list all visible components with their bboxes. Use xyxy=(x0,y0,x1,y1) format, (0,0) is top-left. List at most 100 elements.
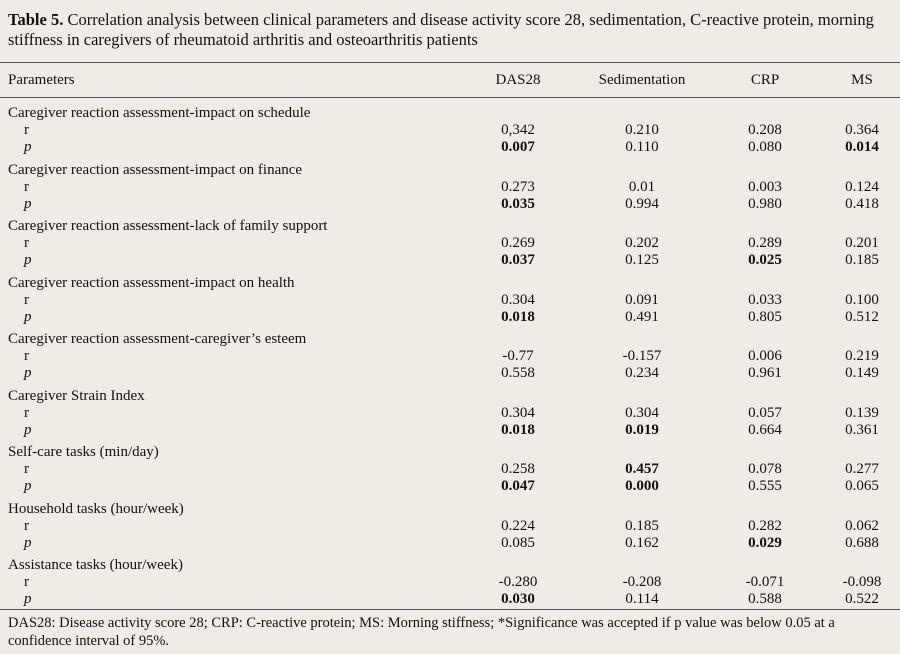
cell-value: 0.219 xyxy=(845,348,879,364)
caption-text: Correlation analysis between clinical pa… xyxy=(8,10,874,49)
cell-value: -0.208 xyxy=(622,574,662,590)
cell-value: 0.078 xyxy=(748,461,782,477)
cell-value: 0.007 xyxy=(501,139,535,155)
cell-value: 0.289 xyxy=(748,235,782,251)
cell-value: 0.085 xyxy=(501,534,535,551)
cell-value: 0.418 xyxy=(845,195,879,212)
cell-value: 0.025 xyxy=(748,252,782,268)
cell-value: -0.77 xyxy=(502,348,534,364)
cell-value: 0.361 xyxy=(845,421,879,438)
row-label: r xyxy=(24,122,29,138)
cell-value: 0.018 xyxy=(501,421,535,438)
cell-value: 0.994 xyxy=(625,195,659,212)
cell-value: 0.304 xyxy=(501,291,535,308)
row-label: r xyxy=(24,178,29,195)
row-label: p xyxy=(24,534,32,551)
bottom-rule xyxy=(0,609,900,610)
cell-value: 0.100 xyxy=(845,291,879,308)
cell-value: 0.364 xyxy=(845,122,879,138)
cell-value: 0.491 xyxy=(625,308,659,325)
cell-value: 0.512 xyxy=(845,308,879,325)
cell-value: 0.125 xyxy=(625,252,659,268)
cell-value: 0.269 xyxy=(501,235,535,251)
row-label: p xyxy=(24,139,32,155)
column-header: MS xyxy=(851,72,873,88)
table-caption: Table 5. Correlation analysis between cl… xyxy=(8,10,892,50)
cell-value: 0.558 xyxy=(501,365,535,381)
row-label: p xyxy=(24,591,32,607)
cell-value: 0.555 xyxy=(748,478,782,494)
cell-value: 0.277 xyxy=(845,461,879,477)
cell-value: 0.522 xyxy=(845,591,879,607)
cell-value: 0.234 xyxy=(625,365,659,381)
cell-value: 0.185 xyxy=(845,252,879,268)
cell-value: 0.065 xyxy=(845,478,879,494)
group-label: Caregiver reaction assessment-caregiver’… xyxy=(8,331,307,347)
cell-value: 0.110 xyxy=(625,139,659,155)
column-header: Sedimentation xyxy=(598,72,686,88)
cell-value: 0.664 xyxy=(748,421,782,438)
cell-value: 0.057 xyxy=(748,404,782,421)
row-label: p xyxy=(24,308,32,325)
cell-value: 0.457 xyxy=(625,461,659,477)
cell-value: 0.018 xyxy=(501,308,535,325)
row-label: r xyxy=(24,461,29,477)
cell-value: 0.037 xyxy=(501,252,535,268)
group-label: Caregiver reaction assessment-impact on … xyxy=(8,161,303,178)
cell-value: 0.202 xyxy=(625,235,659,251)
cell-value: 0.139 xyxy=(845,404,879,421)
cell-value: 0,342 xyxy=(501,122,535,138)
row-label: p xyxy=(24,252,32,268)
row-label: r xyxy=(24,348,29,364)
cell-value: 0.014 xyxy=(845,139,879,155)
caption-label: Table 5. xyxy=(8,10,64,29)
cell-value: 0.980 xyxy=(748,195,782,212)
row-label: p xyxy=(24,195,32,212)
group-label: Household tasks (hour/week) xyxy=(8,500,184,517)
cell-value: 0.062 xyxy=(845,517,879,534)
cell-value: 0.029 xyxy=(748,534,782,551)
group-label: Assistance tasks (hour/week) xyxy=(8,557,183,573)
cell-value: 0.047 xyxy=(501,478,535,494)
row-label: p xyxy=(24,478,32,494)
cell-value: 0.208 xyxy=(748,122,782,138)
column-header: CRP xyxy=(750,72,780,88)
row-label: p xyxy=(24,365,32,381)
cell-value: -0.071 xyxy=(745,574,785,590)
header-rule xyxy=(0,97,900,98)
cell-value: 0.080 xyxy=(748,139,782,155)
group-label: Caregiver reaction assessment-impact on … xyxy=(8,274,295,291)
cell-value: 0.114 xyxy=(625,591,659,607)
cell-value: 0.124 xyxy=(845,178,879,195)
cell-value: 0.033 xyxy=(748,291,782,308)
cell-value: 0.961 xyxy=(748,365,782,381)
footnote: DAS28: Disease activity score 28; CRP: C… xyxy=(8,615,835,649)
cell-value: 0.185 xyxy=(625,517,659,534)
top-rule xyxy=(0,62,900,63)
cell-value: 0.588 xyxy=(748,591,782,607)
cell-value: 0.003 xyxy=(748,178,782,195)
group-label: Caregiver reaction assessment-lack of fa… xyxy=(8,218,328,234)
cell-value: 0.091 xyxy=(625,291,659,308)
cell-value: 0.282 xyxy=(748,517,782,534)
cell-value: 0.304 xyxy=(501,404,535,421)
cell-value: 0.224 xyxy=(501,517,535,534)
cell-value: 0.258 xyxy=(501,461,535,477)
cell-value: -0.157 xyxy=(622,348,662,364)
row-label: r xyxy=(24,517,29,534)
row-label: r xyxy=(24,404,29,421)
row-label: r xyxy=(24,574,29,590)
cell-value: 0.030 xyxy=(501,591,535,607)
cell-value: 0.201 xyxy=(845,235,879,251)
cell-value: 0.304 xyxy=(625,404,659,421)
group-label: Caregiver Strain Index xyxy=(8,387,145,404)
group-label: Caregiver reaction assessment-impact on … xyxy=(8,105,311,121)
cell-value: 0.019 xyxy=(625,421,659,438)
row-label: p xyxy=(24,421,32,438)
row-label: r xyxy=(24,291,29,308)
cell-value: 0.162 xyxy=(625,534,659,551)
cell-value: 0.000 xyxy=(625,478,659,494)
column-header: DAS28 xyxy=(495,72,541,88)
cell-value: -0.280 xyxy=(498,574,538,590)
